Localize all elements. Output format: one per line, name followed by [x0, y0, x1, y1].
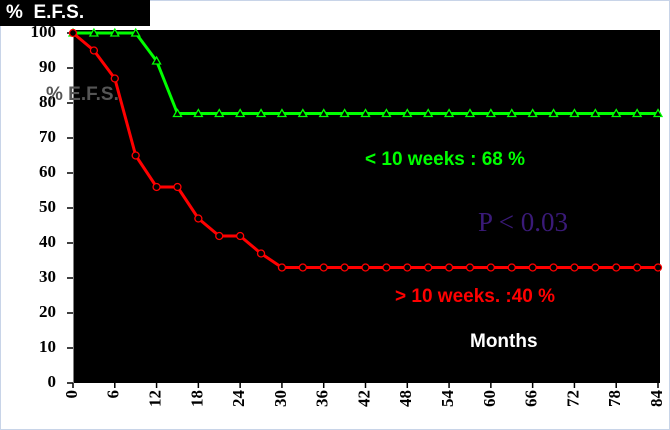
point-marker [173, 182, 182, 192]
y-axis-label: % E.F.S. [46, 84, 119, 105]
point-marker [486, 263, 496, 272]
point-marker [339, 108, 350, 118]
plot-area [73, 30, 660, 383]
point-marker [444, 263, 454, 272]
x-tick-label: 30 [271, 390, 290, 407]
point-marker [570, 263, 579, 272]
point-marker [152, 182, 161, 192]
point-marker [423, 108, 434, 118]
x-tick-label: 54 [438, 390, 457, 408]
y-tick-label: 50 [39, 197, 56, 216]
point-marker [298, 263, 307, 272]
point-marker [194, 214, 203, 223]
x-tick-label: 6 [104, 390, 123, 399]
point-marker [276, 108, 288, 118]
point-marker [506, 108, 517, 118]
point-marker [612, 263, 621, 272]
point-marker [527, 108, 538, 118]
y-tick-label: 20 [39, 302, 56, 321]
x-tick-label: 48 [396, 390, 415, 407]
point-marker [507, 263, 516, 272]
y-tick-label: 40 [39, 232, 56, 251]
point-marker [255, 108, 267, 118]
x-tick-label: 42 [354, 390, 373, 407]
y-tick-label: 100 [31, 22, 57, 41]
point-marker [340, 263, 349, 272]
point-marker [88, 27, 100, 37]
point-marker [215, 231, 224, 241]
point-marker [89, 46, 99, 55]
point-marker [549, 263, 558, 272]
x-tick-label: 18 [187, 390, 206, 407]
point-marker [318, 108, 329, 118]
point-marker [591, 263, 600, 272]
annotation: > 10 weeks. :40 % [395, 286, 555, 307]
x-tick-label: 72 [563, 390, 582, 407]
x-tick-label: 0 [62, 390, 81, 399]
x-tick-label: 36 [313, 390, 332, 407]
point-marker [402, 108, 413, 118]
point-marker [464, 108, 476, 118]
point-marker [68, 28, 78, 38]
point-marker [172, 108, 183, 118]
point-marker [277, 263, 287, 272]
x-tick-label: 24 [229, 390, 248, 408]
point-marker [110, 74, 119, 83]
title-box [0, 0, 150, 26]
point-marker [631, 108, 643, 118]
point-marker [403, 263, 412, 272]
point-marker [361, 263, 370, 272]
y-tick-label: 0 [48, 372, 57, 391]
point-marker [485, 108, 496, 118]
y-tick-label: 10 [39, 337, 56, 356]
x-tick-label: 60 [480, 390, 499, 407]
annotation: P < 0.03 [478, 207, 568, 237]
point-marker [235, 231, 245, 241]
x-tick-label: 12 [145, 390, 164, 407]
point-marker [256, 249, 266, 258]
point-marker [590, 108, 601, 118]
y-tick-label: 90 [39, 57, 56, 76]
x-tick-label: 84 [647, 390, 666, 408]
point-marker [382, 263, 391, 272]
point-marker [235, 108, 246, 118]
x-tick-label: 66 [522, 390, 541, 407]
point-marker [653, 263, 663, 272]
y-tick-label: 80 [39, 92, 56, 111]
point-marker [652, 108, 664, 118]
point-marker [109, 27, 120, 37]
annotation: Months [470, 331, 538, 352]
point-marker [193, 108, 204, 118]
point-marker [297, 108, 308, 118]
point-marker [465, 263, 475, 272]
point-marker [569, 108, 580, 118]
y-tick-label: 30 [39, 267, 56, 286]
point-marker [151, 55, 162, 65]
point-marker [548, 108, 559, 118]
point-marker [360, 108, 371, 118]
y-tick-label: 70 [39, 127, 56, 146]
point-marker [214, 108, 225, 118]
annotation: < 10 weeks : 68 % [365, 149, 525, 170]
y-tick-label: 60 [39, 162, 56, 181]
chart-title: % E.F.S. [6, 2, 84, 23]
point-marker [443, 108, 455, 118]
point-marker [528, 263, 537, 272]
point-marker [381, 108, 392, 118]
point-marker [611, 108, 622, 118]
point-marker [424, 263, 433, 272]
x-tick-label: 78 [605, 390, 624, 407]
point-marker [319, 263, 328, 272]
point-marker [130, 27, 141, 37]
point-marker [632, 263, 642, 272]
point-marker [131, 151, 140, 160]
